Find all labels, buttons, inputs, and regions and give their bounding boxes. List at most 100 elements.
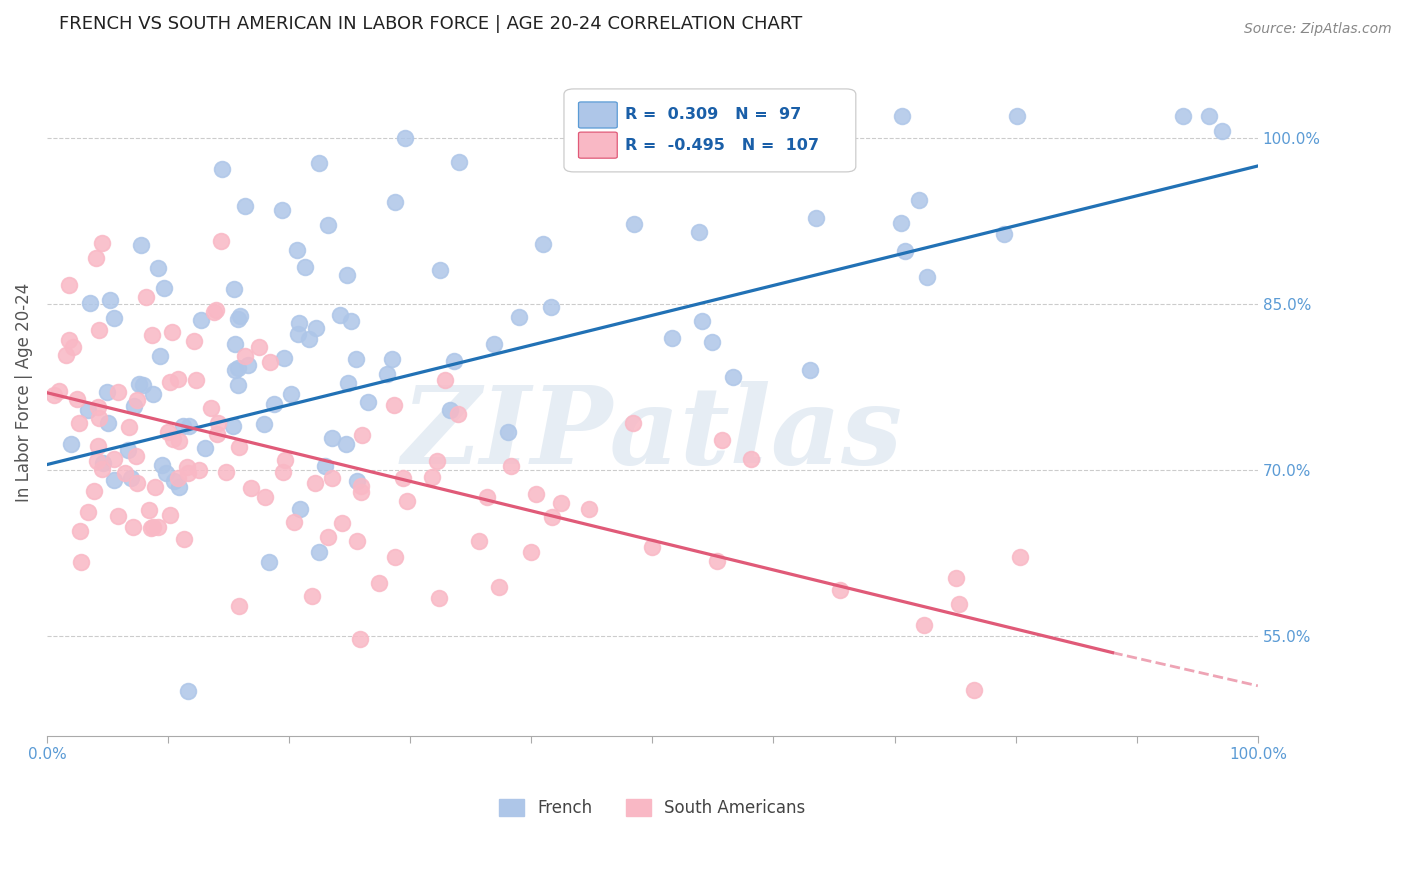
Point: [482, 337, 505, 351]
Text: Source: ZipAtlas.com: Source: ZipAtlas.com: [1244, 22, 1392, 37]
Point: [146, 261, 169, 276]
Point: [155, 466, 177, 480]
Point: [349, 484, 371, 499]
Point: [226, 378, 249, 392]
Point: [129, 237, 152, 252]
Point: [434, 373, 457, 387]
Point: [908, 193, 931, 207]
Point: [163, 474, 186, 488]
Point: [42, 388, 65, 402]
Point: [578, 501, 600, 516]
Point: [893, 244, 915, 258]
Point: [427, 591, 450, 606]
Point: [550, 496, 572, 510]
Point: [285, 243, 308, 257]
Point: [209, 234, 232, 248]
Point: [377, 367, 399, 381]
Point: [420, 470, 443, 484]
Point: [194, 441, 217, 455]
Point: [103, 452, 125, 467]
Point: [314, 458, 336, 473]
Point: [316, 218, 339, 232]
Point: [222, 418, 245, 433]
Point: [148, 520, 170, 534]
FancyBboxPatch shape: [564, 89, 856, 172]
Point: [305, 320, 328, 334]
Point: [446, 407, 468, 421]
Point: [346, 475, 368, 489]
Point: [236, 358, 259, 372]
Point: [149, 349, 172, 363]
Point: [184, 373, 207, 387]
Text: ZIPatlas: ZIPatlas: [402, 381, 903, 487]
Point: [226, 311, 249, 326]
Point: [308, 155, 330, 169]
Point: [304, 475, 326, 490]
Text: FRENCH VS SOUTH AMERICAN IN LABOR FORCE | AGE 20-24 CORRELATION CHART: FRENCH VS SOUTH AMERICAN IN LABOR FORCE …: [59, 15, 803, 33]
Point: [368, 575, 391, 590]
Point: [142, 386, 165, 401]
Point: [443, 353, 465, 368]
Point: [499, 458, 522, 473]
Point: [280, 387, 302, 401]
Point: [948, 597, 970, 611]
Point: [205, 427, 228, 442]
Point: [335, 437, 357, 451]
Point: [157, 425, 180, 440]
Point: [316, 530, 339, 544]
Point: [828, 582, 851, 597]
Point: [254, 490, 277, 504]
Point: [519, 545, 541, 559]
Point: [86, 453, 108, 467]
Point: [247, 340, 270, 354]
Point: [172, 419, 194, 434]
Point: [103, 473, 125, 487]
Point: [162, 432, 184, 446]
Point: [294, 260, 316, 274]
Point: [103, 311, 125, 326]
Point: [963, 683, 986, 698]
Point: [308, 545, 330, 559]
Point: [1211, 124, 1233, 138]
Point: [118, 420, 141, 434]
Text: R =  0.309   N =  97: R = 0.309 N = 97: [624, 107, 801, 122]
Text: R =  -0.495   N =  107: R = -0.495 N = 107: [624, 137, 818, 153]
Point: [87, 322, 110, 336]
Point: [100, 293, 122, 307]
Point: [224, 363, 246, 377]
Point: [395, 494, 418, 508]
Point: [531, 236, 554, 251]
Point: [55, 348, 77, 362]
Point: [623, 217, 645, 231]
Point: [468, 533, 491, 548]
Point: [143, 480, 166, 494]
Point: [127, 393, 149, 408]
Point: [173, 532, 195, 546]
Point: [62, 340, 84, 354]
Point: [90, 462, 112, 476]
Point: [166, 372, 188, 386]
Point: [215, 465, 238, 479]
FancyBboxPatch shape: [578, 102, 617, 128]
Point: [1010, 550, 1032, 565]
Point: [176, 460, 198, 475]
Point: [200, 401, 222, 415]
Point: [352, 428, 374, 442]
Point: [177, 466, 200, 480]
Point: [66, 392, 89, 407]
Point: [253, 417, 276, 431]
Point: [700, 334, 723, 349]
Point: [621, 417, 644, 431]
Point: [207, 417, 229, 431]
Point: [915, 270, 938, 285]
Point: [993, 227, 1015, 241]
Point: [107, 385, 129, 400]
Point: [321, 432, 343, 446]
Point: [288, 316, 311, 330]
Point: [228, 599, 250, 613]
Point: [228, 440, 250, 454]
Point: [84, 252, 107, 266]
Point: [48, 384, 70, 398]
Legend: French, South Americans: French, South Americans: [492, 792, 813, 823]
FancyBboxPatch shape: [578, 132, 617, 158]
